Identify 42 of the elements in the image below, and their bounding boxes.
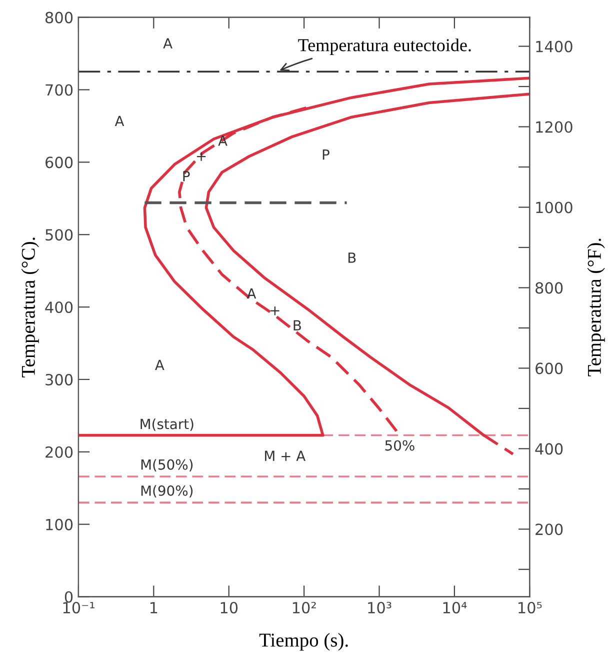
y-tick-label: 100 (46, 518, 73, 530)
y2-axis-title: Temperatura (°F). (587, 238, 605, 376)
annotation: M(90%) (141, 485, 193, 498)
x-axis-title: Tiempo (s). (259, 633, 348, 651)
annotation: P (322, 150, 330, 160)
y2-tick-label: 400 (535, 443, 563, 455)
y-tick-label: 500 (46, 229, 73, 241)
annotation: A (155, 360, 164, 370)
y2-tick-label: 1400 (536, 40, 572, 52)
annotation: M + A (265, 450, 306, 461)
y-tick-label: 600 (46, 156, 73, 168)
annotation: + (196, 152, 206, 161)
y-tick-label: 400 (45, 301, 73, 314)
y2-tick-label: 1000 (536, 202, 572, 214)
y2-tick-label: 600 (536, 362, 563, 374)
annotation: M(start) (140, 418, 194, 431)
y-tick-label: 0 (64, 591, 73, 603)
x-tick-label: 10 (220, 602, 238, 614)
annotation: A (114, 116, 124, 126)
y-tick-label: 200 (46, 446, 73, 458)
annotation: + (270, 306, 280, 316)
y2-tick-label: 200 (536, 524, 563, 536)
y2-tick-label: 1200 (536, 121, 572, 133)
x-tick-label: 10⁵ (518, 602, 542, 614)
annotation: A (163, 38, 172, 48)
y-tick-label: 300 (46, 374, 73, 386)
y-axis-title: Temperatura (°C). (21, 238, 39, 378)
x-tick-label: 10⁴ (443, 602, 467, 614)
y2-tick-label: 800 (536, 282, 563, 294)
ref-line-label: Temperatura eutectoide. (298, 38, 471, 55)
x-tick-label: 1 (150, 602, 158, 614)
y-tick-label: 800 (45, 12, 73, 24)
annotation: B (348, 252, 356, 263)
x-tick-label: 10² (292, 602, 316, 614)
annotation: M(50%) (141, 459, 193, 472)
y-tick-label: 700 (46, 84, 73, 96)
annotation: A (246, 288, 256, 299)
x-tick-label: 10³ (368, 602, 392, 614)
annotation: 50% (385, 440, 414, 451)
x-tick-label: 10⁻¹ (63, 602, 94, 614)
annotation: P (183, 171, 190, 182)
annotation: B (294, 320, 301, 330)
